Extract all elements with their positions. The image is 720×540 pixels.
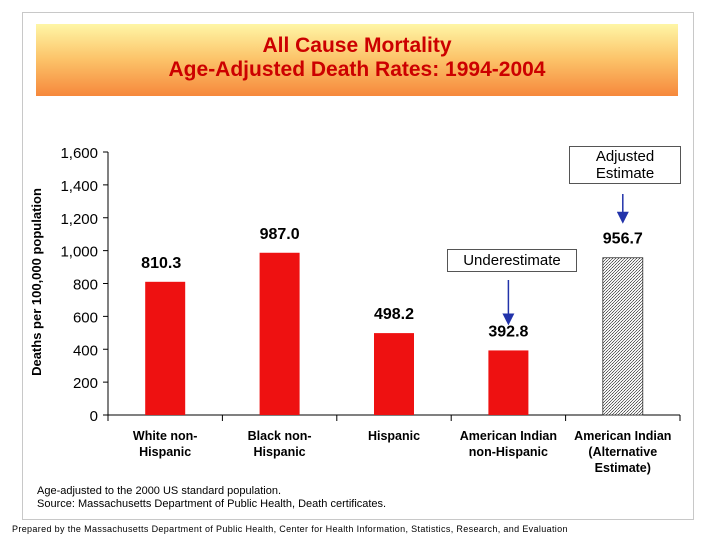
x-category-line: Black non- bbox=[247, 429, 312, 443]
bars bbox=[145, 252, 644, 416]
annotation-text: Adjusted bbox=[595, 148, 655, 165]
note-line: Source: Massachusetts Department of Publ… bbox=[37, 498, 387, 510]
slide-frame bbox=[22, 12, 694, 520]
y-tick-label: 1,000 bbox=[60, 244, 98, 261]
y-axis-label: Deaths per 100,000 population bbox=[29, 188, 44, 376]
x-category-line: (Alternative bbox=[588, 445, 658, 459]
x-category-label: White non- Hispanic bbox=[100, 428, 230, 460]
bar-value-label: 392.8 bbox=[488, 323, 528, 340]
title-banner: All Cause Mortality Age-Adjusted Death R… bbox=[36, 24, 678, 96]
x-category-line: Estimate) bbox=[594, 461, 651, 475]
bar bbox=[374, 333, 414, 415]
source-note: Age-adjusted to the 2000 US standard pop… bbox=[37, 485, 386, 511]
bar-value-label: 956.7 bbox=[603, 231, 643, 248]
x-category-line: Hispanic bbox=[253, 445, 306, 459]
x-category-label: Hispanic bbox=[329, 428, 459, 444]
y-tick-label: 1,400 bbox=[60, 178, 98, 195]
x-category-line: Hispanic bbox=[367, 429, 421, 443]
x-category-label: Black non- Hispanic bbox=[215, 428, 345, 460]
y-tick-label: 600 bbox=[73, 309, 98, 326]
y-tick-label: 400 bbox=[73, 342, 98, 359]
y-tick-label: 1,200 bbox=[60, 211, 98, 228]
x-category-line: American Indian bbox=[574, 429, 672, 443]
x-category-label: American Indian non-Hispanic bbox=[443, 428, 573, 460]
annotation-text: Underestimate bbox=[463, 252, 561, 269]
x-category-line: American Indian bbox=[459, 429, 558, 443]
bar bbox=[602, 257, 644, 416]
y-tick-label: 800 bbox=[73, 277, 98, 294]
x-category-line: White non- bbox=[132, 429, 198, 443]
note-line: Age-adjusted to the 2000 US standard pop… bbox=[37, 485, 282, 497]
annotation-text: Estimate bbox=[595, 165, 655, 182]
x-category-line: non-Hispanic bbox=[468, 445, 548, 459]
footer-credit: Prepared by the Massachusetts Department… bbox=[12, 524, 568, 534]
y-tick-label: 200 bbox=[73, 375, 98, 392]
annotation-box: Adjusted Estimate bbox=[569, 146, 681, 184]
chart-title: All Cause Mortality bbox=[262, 34, 452, 57]
y-tick-label: 0 bbox=[90, 408, 98, 425]
chart-subtitle: Age-Adjusted Death Rates: 1994-2004 bbox=[168, 58, 546, 81]
bar-value-label: 498.2 bbox=[374, 306, 414, 323]
bar-value-label: 810.3 bbox=[141, 255, 181, 272]
annotation-box: Underestimate bbox=[447, 249, 577, 272]
bar bbox=[488, 350, 529, 415]
value-labels: 810.3 987.0 498.2 392.8 956.7 bbox=[141, 226, 643, 341]
x-category-label: American Indian (Alternative Estimate) bbox=[558, 428, 688, 476]
bar bbox=[259, 252, 300, 415]
bar bbox=[145, 281, 186, 415]
x-category-line: Hispanic bbox=[139, 445, 192, 459]
bar-value-label: 987.0 bbox=[260, 226, 300, 243]
annotation-arrows bbox=[502, 194, 629, 326]
y-tick-label: 1,600 bbox=[60, 145, 98, 162]
